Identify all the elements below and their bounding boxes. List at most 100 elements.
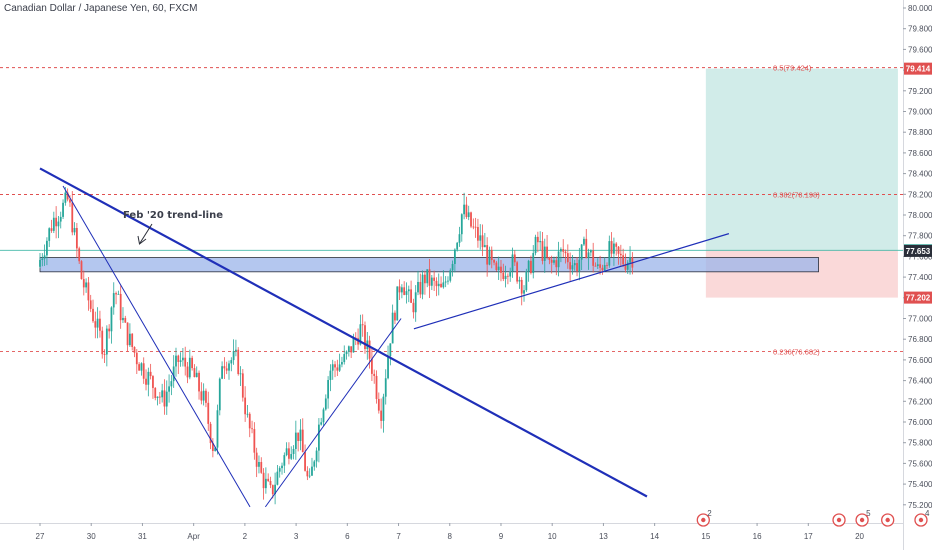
candle-body — [241, 373, 244, 398]
candle-body — [456, 242, 459, 250]
candle-body — [391, 312, 394, 344]
candle-body — [237, 349, 240, 374]
trendline-annotation: Feb '20 trend-line — [123, 210, 223, 221]
candle-body — [380, 410, 383, 421]
candle-body — [87, 282, 90, 301]
candle-body — [152, 376, 154, 388]
candle-body — [571, 265, 574, 270]
y-tick-label: 76.200 — [908, 397, 932, 406]
x-tick-label: 7 — [396, 532, 401, 541]
y-tick-label: 75.600 — [908, 459, 932, 468]
candle-body — [481, 235, 484, 248]
candle-body — [488, 249, 491, 265]
candle-body — [193, 368, 196, 378]
price-label: 77.653 — [904, 244, 932, 257]
candle-body — [470, 212, 472, 227]
candle-body — [184, 357, 187, 367]
candle-body — [122, 317, 124, 321]
candle-body — [375, 375, 378, 399]
x-tick-label: 27 — [36, 532, 45, 541]
candle-body — [463, 204, 466, 215]
candle-body — [101, 330, 104, 355]
candle-body — [364, 325, 366, 349]
candle-body — [115, 293, 117, 295]
candle-body — [601, 267, 604, 271]
candle-body — [400, 287, 403, 293]
candle-body — [398, 286, 401, 293]
candle-body — [334, 364, 336, 368]
x-tick-label: 10 — [548, 532, 557, 541]
trend-line — [413, 233, 730, 330]
candle-body — [62, 202, 64, 217]
candle-body — [384, 378, 387, 397]
candle-body — [50, 228, 53, 231]
candle-body — [78, 248, 81, 262]
candle-body — [583, 238, 585, 245]
candle-body — [313, 461, 316, 467]
candle-body — [131, 333, 134, 347]
candle-body — [490, 249, 493, 261]
candle-body — [264, 478, 267, 489]
candle-body — [216, 410, 219, 448]
candle-body — [472, 226, 475, 228]
candle-body — [154, 387, 157, 398]
candle-body — [244, 397, 247, 415]
candle-body — [419, 281, 422, 295]
price-axis-panel — [903, 0, 932, 550]
candle-body — [267, 478, 270, 481]
candle-body — [543, 246, 546, 261]
x-tick-label: 6 — [345, 532, 350, 541]
candle-body — [530, 260, 532, 274]
event-icon-dot — [918, 517, 924, 523]
candle-body — [504, 275, 507, 280]
y-tick-label: 78.600 — [908, 149, 932, 158]
candle-body — [394, 312, 396, 321]
event-count: 4 — [925, 509, 930, 518]
candle-body — [513, 254, 516, 263]
candle-body — [202, 390, 205, 401]
candle-body — [352, 337, 355, 353]
candle-body — [382, 396, 385, 421]
event-icon: 5 — [855, 509, 871, 527]
price-label-text: 77.202 — [906, 294, 931, 303]
candle-body — [158, 396, 161, 398]
annotation-arrow — [139, 223, 153, 244]
candle-body — [317, 424, 320, 451]
candle-body — [534, 236, 537, 254]
annotation-arrow-head — [137, 235, 147, 245]
candle-body — [55, 217, 58, 227]
candle-body — [511, 254, 514, 272]
candle-body — [308, 475, 311, 477]
candle-body — [306, 470, 309, 477]
candle-body — [497, 266, 500, 271]
y-tick-label: 77.800 — [908, 232, 932, 241]
candle-body — [548, 257, 551, 260]
candle-body — [228, 363, 230, 371]
candle-body — [486, 245, 489, 265]
candle-body — [615, 243, 618, 247]
trend-line — [39, 167, 648, 498]
candle-body — [539, 241, 542, 243]
fib-level-label: 0.5(79.424) — [773, 64, 812, 73]
candle-body — [198, 372, 200, 392]
candle-body — [39, 259, 41, 267]
event-icon: 2 — [696, 509, 712, 527]
y-tick-label: 77.400 — [908, 273, 932, 282]
candle-body — [509, 271, 512, 277]
candle-body — [532, 253, 535, 274]
candle-body — [345, 351, 348, 355]
candle-body — [447, 280, 449, 282]
x-tick-label: 8 — [448, 532, 453, 541]
x-tick-label: 2 — [243, 532, 248, 541]
candle-body — [437, 283, 440, 287]
candle-body — [82, 279, 85, 288]
x-tick-label: 13 — [599, 532, 608, 541]
candle-body — [506, 275, 509, 277]
candle-body — [59, 216, 62, 222]
candle-body — [161, 390, 164, 398]
candle-body — [361, 324, 364, 326]
candle-body — [232, 351, 235, 361]
candle-body — [371, 358, 373, 374]
